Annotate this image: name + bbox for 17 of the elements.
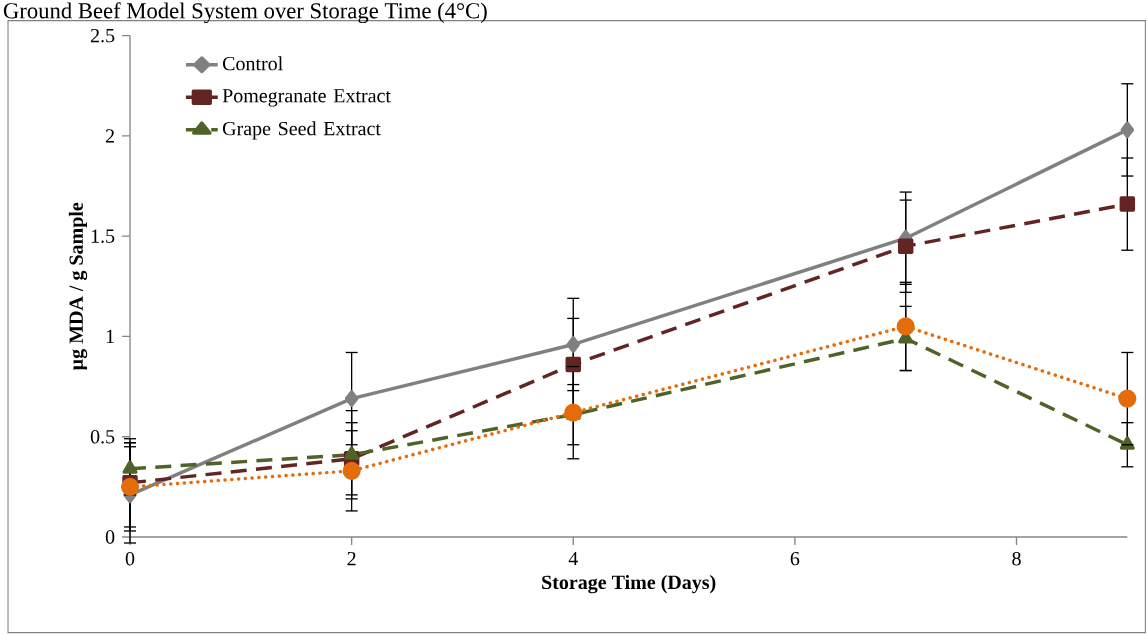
y-tick-label: 0 [105,530,115,544]
y-tick-label: 0.5 [90,429,115,444]
x-axis-title: Storage Time (Days) [542,575,716,594]
y-tick-label: 2.5 [90,28,115,43]
x-tick-label: 6 [790,551,800,566]
legend-label: Pomegranate Extract [222,89,391,107]
y-tick-label: 1 [106,329,114,344]
legend-label: Grape Seed Extract [222,121,381,140]
legend-label: Control [222,56,283,71]
y-axis-title: µg MDA / g Sample [68,202,88,371]
x-tick-label: 8 [1012,551,1021,566]
x-tick-label: 0 [125,551,135,566]
y-tick-label: 1.5 [91,229,115,243]
chart-title: Ground Beef Model System over Storage Time (4°C) [3,2,487,24]
y-tick-label: 2 [105,129,114,143]
x-tick-label: 2 [347,551,356,566]
x-tick-label: 4 [568,551,578,566]
